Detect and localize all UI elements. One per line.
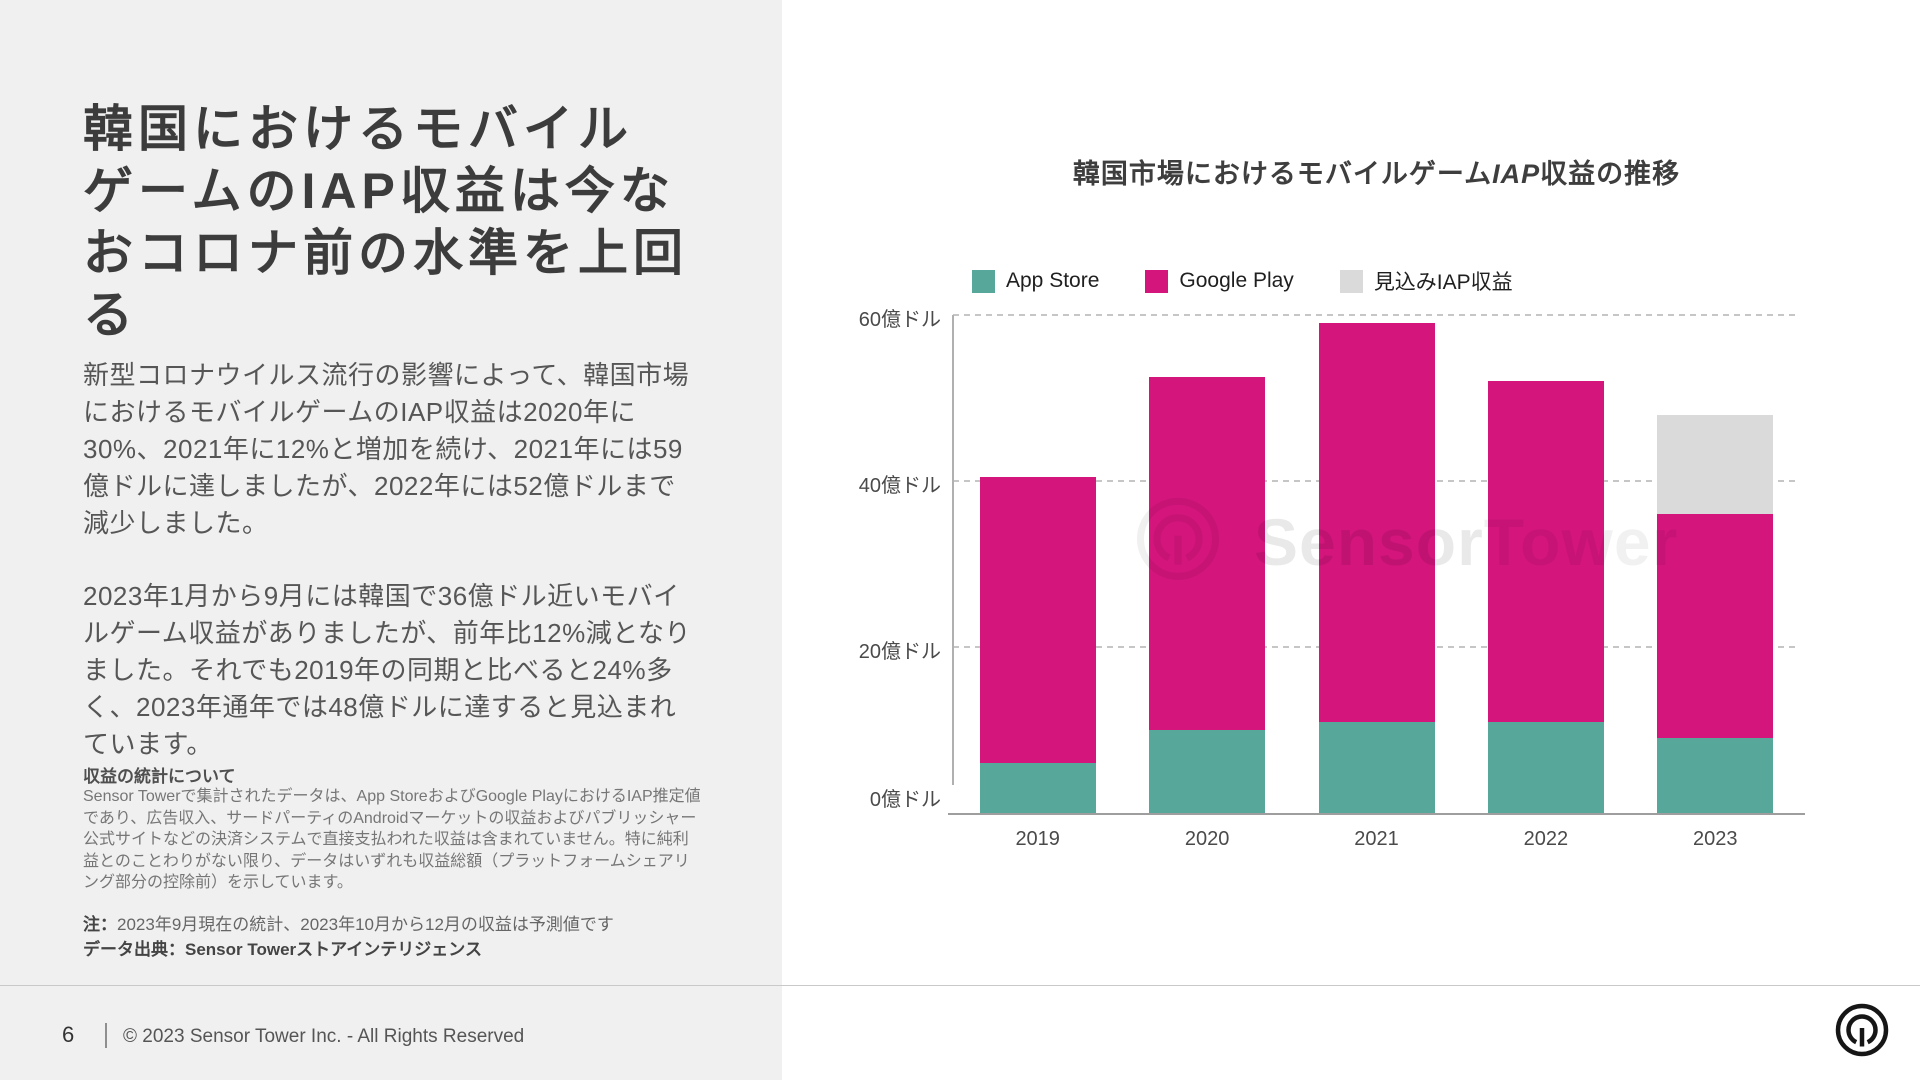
x-axis-label-2019: 2019 [1015, 828, 1060, 850]
sensor-tower-logo-icon [1830, 1000, 1894, 1069]
body-paragraph-2: 2023年1月から9月には韓国で36億ドル近いモバイ ルゲーム収益がありましたが… [83, 581, 691, 759]
footnote: 注：2023年9月現在の統計、2023年10月から12月の収益は予測値です [83, 910, 614, 935]
legend-label-2: 見込みIAP収益 [1373, 271, 1513, 294]
bar-segment-2022-App Store [1487, 721, 1604, 813]
bar-segment-2020-Google Play [1149, 377, 1266, 730]
x-axis-label-2020: 2020 [1184, 828, 1230, 850]
gridline-60 [953, 314, 1800, 316]
footnote-text: 2023年9月現在の統計、2023年10月から12月の収益は予測値です [117, 915, 614, 934]
bar-segment-2023-App Store [1657, 738, 1774, 813]
y-axis-label-60: 60億ドル [858, 309, 941, 331]
y-axis-line [952, 315, 954, 785]
bar-segment-2019-Google Play [979, 476, 1096, 764]
bar-segment-2022-Google Play [1487, 381, 1604, 722]
left-text-panel [0, 0, 782, 1080]
page-number: 6 [62, 1022, 75, 1047]
chart-legend: App Store Google Play 見込みIAP収益 [972, 266, 1513, 296]
x-axis-label-2023: 2023 [1693, 828, 1738, 850]
bar-segment-2021-Google Play [1318, 323, 1435, 722]
bar-segment-2020-App Store [1149, 730, 1266, 813]
footer-divider [105, 1023, 107, 1048]
legend-swatch-0 [972, 269, 995, 293]
legend-label-0: App Store [1006, 269, 1100, 292]
stats-methodology-heading: 収益の統計について [83, 767, 236, 786]
footnote-label: 注： [83, 915, 117, 934]
bar-segment-2021-App Store [1318, 721, 1435, 813]
y-axis-label-20: 20億ドル [858, 641, 941, 663]
bar-segment-2023-見込みIAP収益 [1657, 414, 1774, 515]
x-axis-label-2022: 2022 [1523, 828, 1569, 850]
y-axis-label-40: 40億ドル [858, 475, 941, 497]
copyright-text: © 2023 Sensor Tower Inc. - All Rights Re… [123, 1026, 525, 1047]
legend-item-1: Google Play [1145, 269, 1294, 293]
legend-label-1: Google Play [1179, 269, 1294, 292]
chart-title-text: 韓国市場におけるモバイルゲーム [1072, 159, 1493, 189]
bar-segment-2023-Google Play [1657, 514, 1774, 739]
y-axis-label-0: 0億ドル [869, 789, 941, 811]
footer-separator [0, 985, 1920, 986]
legend-item-0: App Store [972, 269, 1099, 293]
x-axis-label-2021: 2021 [1354, 828, 1399, 850]
legend-swatch-2 [1339, 269, 1363, 293]
page-title: 韓国におけるモバイル ゲームのIAP収益は今な おコロナ前の水準を上回 る [83, 101, 688, 343]
chart-title: 韓国市場におけるモバイルゲームIAP収益の推移 [953, 152, 1800, 191]
legend-item-2: 見込みIAP収益 [1339, 266, 1513, 296]
data-source: データ出典：Sensor Towerストアインテリジェンス [83, 940, 482, 959]
bar-segment-2019-App Store [979, 763, 1096, 813]
body-paragraph-1: 新型コロナウイルス流行の影響によって、韓国市場 におけるモバイルゲームのIAP収… [83, 360, 690, 538]
legend-swatch-1 [1145, 269, 1169, 293]
stats-methodology-text: Sensor Towerで集計されたデータは、App StoreおよびGoogl… [83, 788, 701, 891]
x-axis-line [948, 813, 1805, 815]
chart-title-suffix: 収益の推移 [1540, 159, 1681, 189]
chart-title-iap: IAP [1492, 159, 1541, 189]
